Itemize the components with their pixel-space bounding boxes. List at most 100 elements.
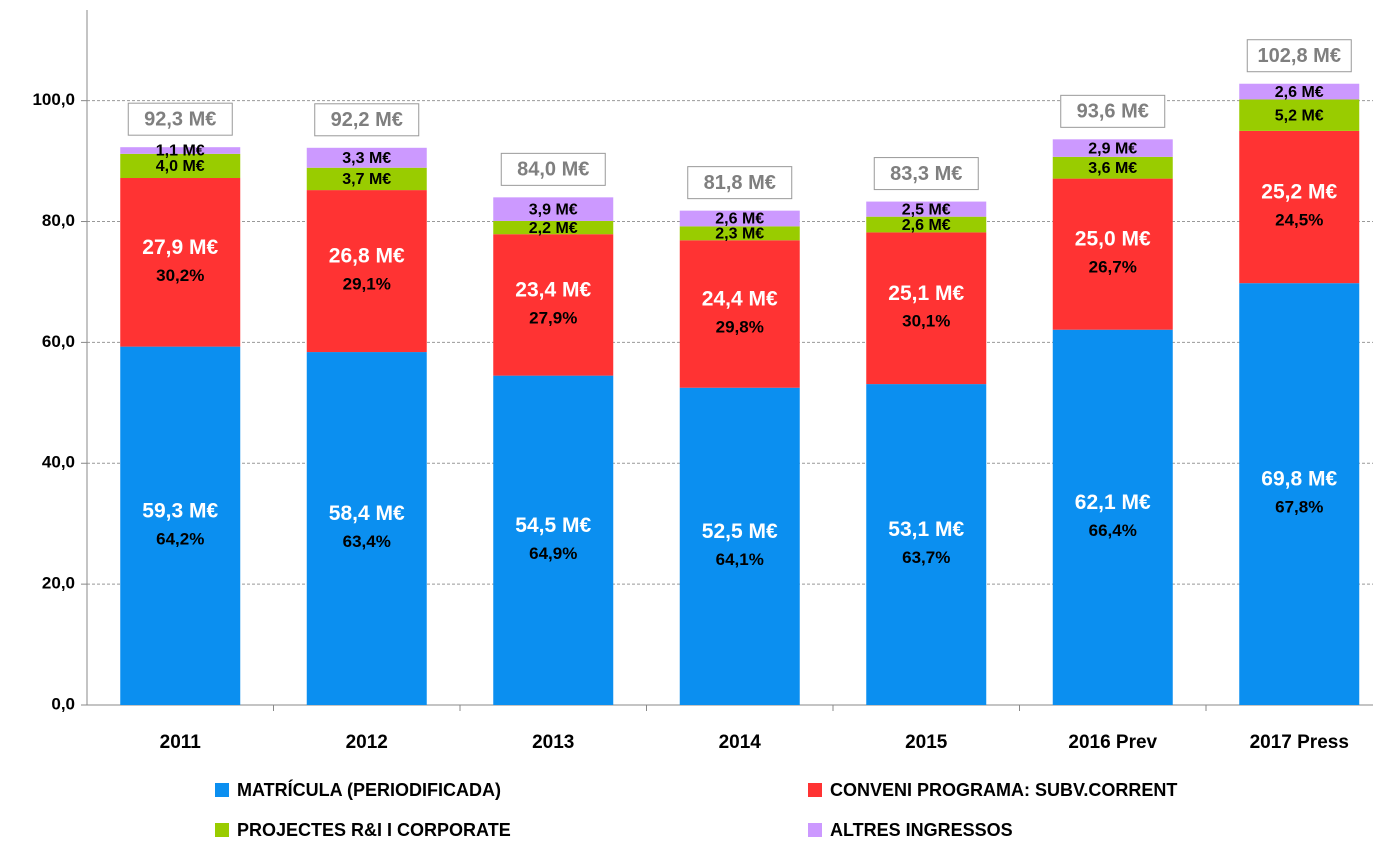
value-label: 3,7 M€ bbox=[342, 171, 391, 188]
y-tick-label: 100,0 bbox=[32, 90, 75, 109]
x-tick-label: 2012 bbox=[346, 732, 388, 753]
bar-segment bbox=[120, 153, 241, 179]
bar-segment bbox=[120, 346, 241, 705]
share-label: 26,7% bbox=[1089, 258, 1137, 277]
share-label: 30,1% bbox=[902, 312, 950, 331]
y-tick-label: 40,0 bbox=[42, 453, 75, 472]
bar-segment bbox=[679, 387, 800, 705]
total-label: 81,8 M€ bbox=[704, 172, 776, 194]
total-box bbox=[1246, 39, 1352, 73]
value-label: 62,1 M€ bbox=[1075, 491, 1151, 514]
share-label: 29,8% bbox=[716, 317, 764, 336]
value-label: 2,2 M€ bbox=[529, 220, 578, 237]
legend-swatch bbox=[215, 783, 229, 797]
bar-segment bbox=[866, 232, 987, 385]
bar-segment bbox=[1052, 329, 1173, 705]
total-box bbox=[500, 152, 606, 186]
value-label: 4,0 M€ bbox=[156, 158, 205, 175]
share-label: 63,4% bbox=[343, 532, 391, 551]
value-label: 2,6 M€ bbox=[1275, 84, 1324, 101]
bar-segment bbox=[1239, 283, 1360, 705]
value-label: 2,3 M€ bbox=[715, 226, 764, 243]
x-tick-label: 2013 bbox=[532, 732, 574, 753]
value-label: 2,6 M€ bbox=[902, 217, 951, 234]
x-tick-label: 2017 Press bbox=[1250, 732, 1349, 753]
total-label: 83,3 M€ bbox=[890, 163, 962, 185]
share-label: 66,4% bbox=[1089, 521, 1137, 540]
value-label: 52,5 M€ bbox=[702, 520, 778, 543]
bar-segment bbox=[679, 210, 800, 227]
legend-label: MATRÍCULA (PERIODIFICADA) bbox=[237, 779, 501, 800]
value-label: 53,1 M€ bbox=[888, 518, 964, 541]
total-box bbox=[127, 102, 233, 136]
share-label: 27,9% bbox=[529, 308, 577, 327]
total-label: 92,2 M€ bbox=[331, 109, 403, 131]
value-label: 25,0 M€ bbox=[1075, 228, 1151, 251]
value-label: 3,9 M€ bbox=[529, 201, 578, 218]
bar-segment bbox=[1239, 83, 1360, 100]
total-label: 92,3 M€ bbox=[144, 108, 216, 130]
value-label: 1,1 M€ bbox=[156, 143, 205, 160]
value-label: 24,4 M€ bbox=[702, 288, 778, 311]
value-label: 69,8 M€ bbox=[1261, 468, 1337, 491]
total-label: 102,8 M€ bbox=[1258, 45, 1341, 67]
value-label: 25,1 M€ bbox=[888, 282, 964, 305]
bar-segment bbox=[493, 234, 614, 376]
bar-segment bbox=[679, 226, 800, 241]
share-label: 24,5% bbox=[1275, 211, 1323, 230]
bar-segment bbox=[1052, 178, 1173, 330]
value-label: 2,9 M€ bbox=[1088, 140, 1137, 157]
y-tick-label: 0,0 bbox=[51, 694, 75, 713]
legend-swatch bbox=[215, 823, 229, 837]
share-label: 67,8% bbox=[1275, 498, 1323, 517]
value-label: 59,3 M€ bbox=[142, 499, 218, 522]
y-tick-label: 20,0 bbox=[42, 574, 75, 593]
legend-label: CONVENI PROGRAMA: SUBV.CORRENT bbox=[830, 780, 1177, 800]
x-tick-label: 2016 Prev bbox=[1068, 732, 1157, 753]
value-label: 25,2 M€ bbox=[1261, 181, 1337, 204]
share-label: 30,2% bbox=[156, 266, 204, 285]
share-label: 63,7% bbox=[902, 548, 950, 567]
bar-segment bbox=[679, 240, 800, 388]
legend-label: PROJECTES R&I I CORPORATE bbox=[237, 820, 511, 840]
value-label: 26,8 M€ bbox=[329, 245, 405, 268]
bar-segment bbox=[306, 147, 427, 168]
total-box bbox=[873, 157, 979, 191]
share-label: 64,1% bbox=[716, 550, 764, 569]
legend-swatch bbox=[808, 783, 822, 797]
bar-segment bbox=[866, 216, 987, 233]
total-label: 93,6 M€ bbox=[1077, 101, 1149, 123]
bar-segment bbox=[306, 167, 427, 191]
total-box bbox=[314, 103, 420, 137]
y-tick-label: 60,0 bbox=[42, 332, 75, 351]
bar-segment bbox=[120, 178, 241, 347]
bar-segment bbox=[306, 190, 427, 353]
legend-swatch bbox=[808, 823, 822, 837]
bar-segment bbox=[1239, 130, 1360, 284]
total-label: 84,0 M€ bbox=[517, 159, 589, 181]
bar-segment bbox=[493, 375, 614, 705]
share-label: 29,1% bbox=[343, 275, 391, 294]
bar-segment bbox=[866, 384, 987, 705]
bar-segment bbox=[1052, 139, 1173, 157]
share-label: 64,9% bbox=[529, 544, 577, 563]
bar-segment bbox=[1239, 99, 1360, 131]
value-label: 23,4 M€ bbox=[515, 278, 591, 301]
share-label: 64,2% bbox=[156, 529, 204, 548]
value-label: 3,3 M€ bbox=[342, 150, 391, 167]
total-box bbox=[1060, 94, 1166, 128]
bar-segment bbox=[493, 220, 614, 235]
value-label: 5,2 M€ bbox=[1275, 107, 1324, 124]
value-label: 58,4 M€ bbox=[329, 502, 405, 525]
x-tick-label: 2015 bbox=[905, 732, 948, 753]
x-tick-label: 2011 bbox=[160, 732, 202, 753]
value-label: 3,6 M€ bbox=[1088, 160, 1137, 177]
value-label: 2,6 M€ bbox=[715, 211, 764, 228]
x-tick-label: 2014 bbox=[719, 732, 762, 753]
bar-segment bbox=[866, 201, 987, 217]
bar-segment bbox=[306, 352, 427, 705]
value-label: 54,5 M€ bbox=[515, 514, 591, 537]
value-label: 2,5 M€ bbox=[902, 201, 951, 218]
bar-segment bbox=[120, 147, 241, 154]
